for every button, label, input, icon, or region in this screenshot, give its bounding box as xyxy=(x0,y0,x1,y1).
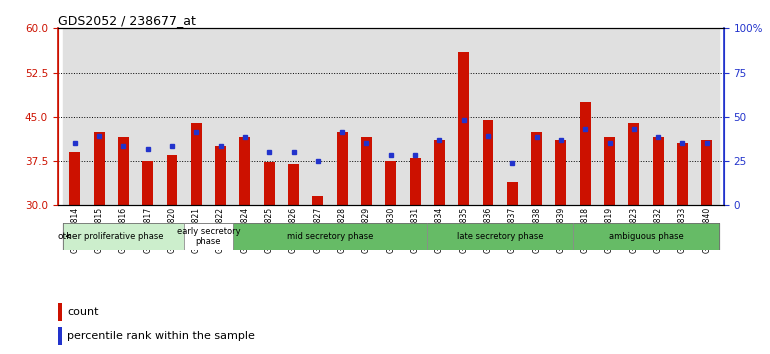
Bar xyxy=(136,28,160,205)
Bar xyxy=(507,182,517,205)
Text: percentile rank within the sample: percentile rank within the sample xyxy=(68,331,255,341)
Bar xyxy=(239,137,250,205)
Bar xyxy=(191,123,202,205)
Bar xyxy=(58,326,62,345)
Bar xyxy=(184,28,209,205)
Bar xyxy=(580,102,591,205)
FancyBboxPatch shape xyxy=(233,223,427,250)
Bar xyxy=(313,196,323,205)
Bar xyxy=(361,137,372,205)
Bar xyxy=(410,158,420,205)
Bar xyxy=(69,152,80,205)
Text: GDS2052 / 238677_at: GDS2052 / 238677_at xyxy=(58,14,196,27)
Bar xyxy=(451,28,476,205)
Bar xyxy=(427,28,451,205)
Text: proliferative phase: proliferative phase xyxy=(84,232,163,241)
Bar xyxy=(403,28,427,205)
Bar xyxy=(653,137,664,205)
FancyBboxPatch shape xyxy=(427,223,573,250)
Bar xyxy=(500,28,524,205)
Bar xyxy=(434,141,445,205)
Bar xyxy=(531,132,542,205)
Bar xyxy=(264,162,275,205)
Text: count: count xyxy=(68,307,99,317)
Bar xyxy=(385,161,397,205)
Bar xyxy=(257,28,281,205)
Bar xyxy=(598,28,621,205)
Text: late secretory phase: late secretory phase xyxy=(457,232,544,241)
Text: early secretory
phase: early secretory phase xyxy=(176,227,240,246)
Bar xyxy=(94,132,105,205)
Bar xyxy=(671,28,695,205)
Bar xyxy=(483,120,494,205)
Bar xyxy=(379,28,403,205)
Bar xyxy=(58,303,62,321)
Bar xyxy=(646,28,671,205)
Bar xyxy=(458,52,469,205)
Bar xyxy=(215,146,226,205)
Bar xyxy=(701,141,712,205)
Text: ambiguous phase: ambiguous phase xyxy=(608,232,684,241)
Bar xyxy=(281,28,306,205)
Bar xyxy=(628,123,639,205)
Bar xyxy=(209,28,233,205)
Bar xyxy=(621,28,646,205)
FancyBboxPatch shape xyxy=(62,223,719,250)
Bar xyxy=(695,28,719,205)
Bar xyxy=(549,28,573,205)
FancyBboxPatch shape xyxy=(573,223,719,250)
Bar xyxy=(233,28,257,205)
Bar xyxy=(524,28,549,205)
Bar xyxy=(354,28,379,205)
Bar xyxy=(677,143,688,205)
Bar xyxy=(118,137,129,205)
Bar xyxy=(555,141,567,205)
Bar xyxy=(336,132,347,205)
Bar xyxy=(142,161,153,205)
Bar xyxy=(166,155,177,205)
Bar xyxy=(604,137,615,205)
Text: mid secretory phase: mid secretory phase xyxy=(286,232,373,241)
Bar xyxy=(330,28,354,205)
Bar xyxy=(160,28,184,205)
Bar xyxy=(87,28,111,205)
Text: other: other xyxy=(58,232,82,241)
Bar xyxy=(288,164,299,205)
Bar xyxy=(111,28,136,205)
Bar xyxy=(62,28,87,205)
FancyBboxPatch shape xyxy=(184,223,233,250)
Bar xyxy=(306,28,330,205)
FancyBboxPatch shape xyxy=(62,223,184,250)
Bar xyxy=(476,28,501,205)
Bar xyxy=(573,28,598,205)
